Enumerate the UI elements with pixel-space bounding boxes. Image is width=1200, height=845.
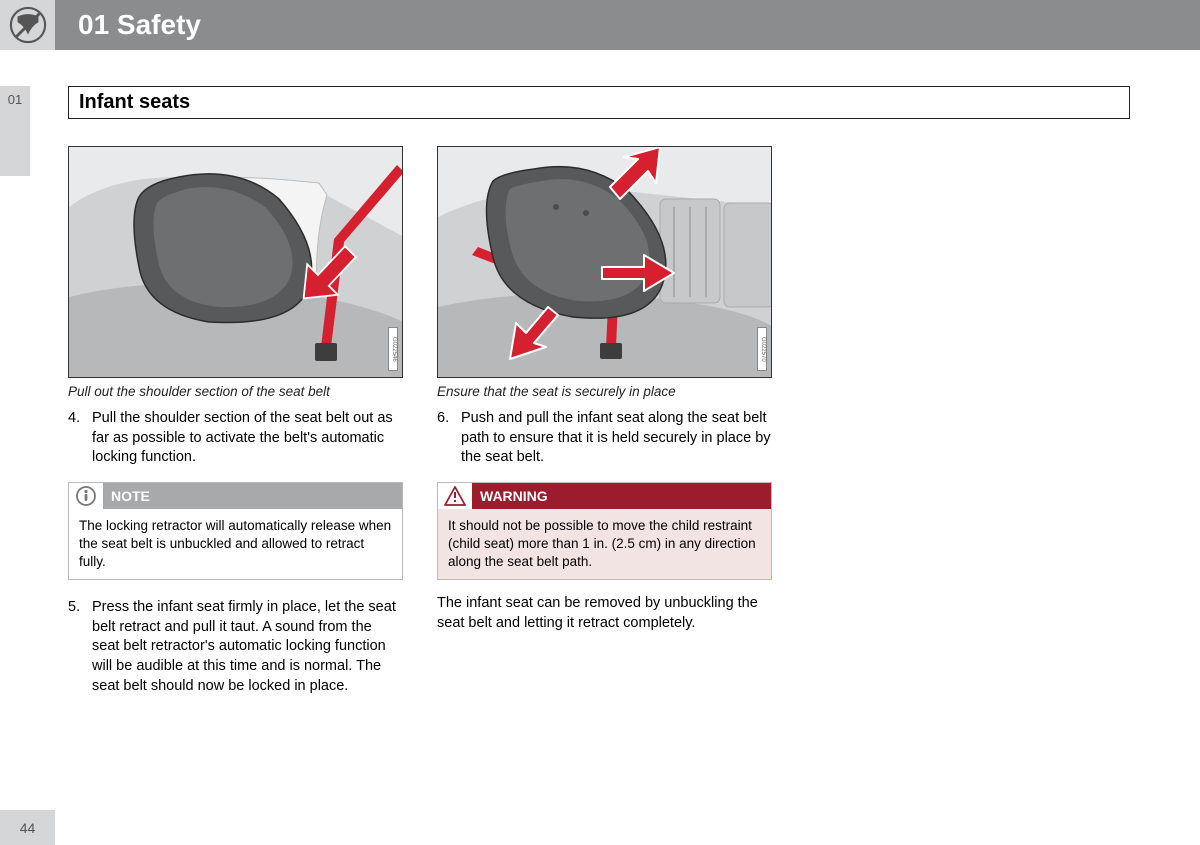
closing-paragraph: The infant seat can be removed by unbuck… [437, 594, 772, 633]
step-4: 4. Pull the shoulder section of the seat… [68, 409, 403, 468]
note-callout: NOTE The locking retractor will automati… [68, 482, 403, 581]
info-icon [69, 483, 103, 509]
seatbelt-icon [9, 6, 47, 44]
step-5: 5. Press the infant seat firmly in place… [68, 598, 403, 696]
warning-callout: WARNING It should not be possible to mov… [437, 482, 772, 581]
column-1: G022546 Pull out the shoulder section of… [68, 146, 403, 696]
chapter-title: 01 Safety [78, 9, 201, 41]
section-title: Infant seats [79, 91, 1119, 114]
caption-2: Ensure that the seat is securely in plac… [437, 384, 772, 399]
note-header: NOTE [69, 483, 402, 509]
caption-1: Pull out the shoulder section of the sea… [68, 384, 403, 399]
step-6-number: 6. [437, 409, 461, 468]
warning-header: WARNING [438, 483, 771, 509]
illustration-ref-2: G022570 [757, 327, 767, 371]
illustration-ref-1: G022546 [388, 327, 398, 371]
step-4-number: 4. [68, 409, 92, 468]
left-tab-label: 01 [8, 92, 22, 107]
left-margin-tab: 01 [0, 86, 30, 176]
illustration-1: G022546 [68, 146, 403, 378]
illustration-2: G022570 [437, 146, 772, 378]
step-4-text: Pull the shoulder section of the seat be… [92, 409, 403, 468]
chapter-icon-cell [0, 0, 55, 50]
note-body: The locking retractor will automatically… [69, 509, 402, 580]
page-number: 44 [0, 810, 55, 845]
section-title-bar: Infant seats [68, 86, 1130, 119]
warning-body: It should not be possible to move the ch… [438, 509, 771, 580]
column-2: G022570 Ensure that the seat is securely… [437, 146, 772, 696]
chapter-header: 01 Safety [55, 0, 1200, 50]
step-5-number: 5. [68, 598, 92, 696]
page-number-value: 44 [20, 820, 36, 836]
warning-icon [438, 483, 472, 509]
note-title: NOTE [103, 483, 402, 509]
step-5-text: Press the infant seat firmly in place, l… [92, 598, 403, 696]
step-6: 6. Push and pull the infant seat along t… [437, 409, 772, 468]
step-6-text: Push and pull the infant seat along the … [461, 409, 772, 468]
content-columns: G022546 Pull out the shoulder section of… [68, 146, 828, 696]
warning-title: WARNING [472, 483, 771, 509]
